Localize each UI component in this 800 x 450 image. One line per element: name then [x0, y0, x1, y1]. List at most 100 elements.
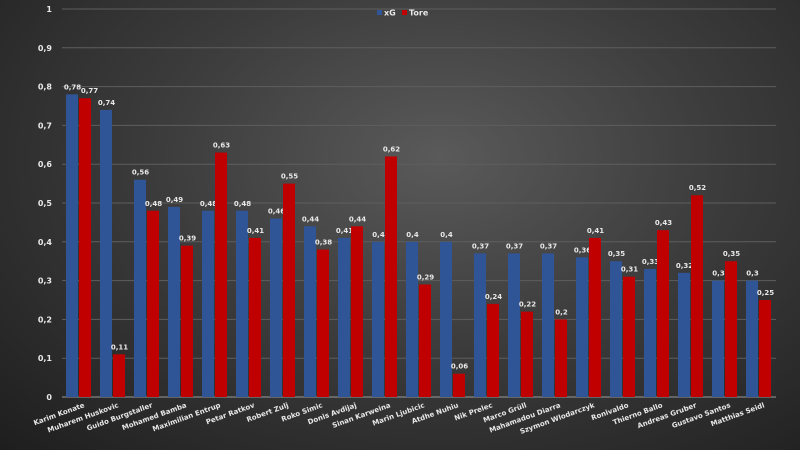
data-label: 0,37	[506, 242, 523, 250]
bar-xg	[576, 257, 588, 397]
bar-tore	[385, 156, 397, 397]
y-tick-label: 0,7	[38, 121, 52, 130]
data-label: 0,11	[111, 343, 128, 351]
data-label: 0,33	[642, 258, 659, 266]
bar-xg	[338, 237, 350, 397]
y-tick-label: 0,1	[38, 354, 53, 363]
bar-xg	[610, 261, 622, 397]
data-label: 0,48	[145, 200, 162, 208]
bar-xg	[474, 253, 486, 397]
legend-swatch-tore	[402, 10, 407, 15]
data-label: 0,3	[712, 270, 725, 278]
bar-xg	[440, 241, 452, 397]
bar-xg	[134, 179, 146, 397]
data-label: 0,52	[689, 184, 706, 192]
data-label: 0,49	[166, 196, 183, 204]
bar-tore	[283, 183, 295, 397]
bar-tore	[657, 230, 669, 397]
bar-tore	[147, 210, 159, 397]
data-label: 0,77	[81, 87, 98, 95]
bar-tore	[419, 284, 431, 397]
bar-tore	[589, 237, 601, 397]
legend-label: Tore	[409, 9, 429, 18]
bar-xg	[100, 109, 112, 397]
data-label: 0,32	[676, 262, 693, 270]
bar-tore	[351, 226, 363, 397]
data-label: 0,56	[132, 169, 149, 177]
legend-swatch-xg	[377, 10, 382, 15]
data-label: 0,41	[587, 227, 604, 235]
data-label: 0,4	[372, 231, 385, 239]
data-label: 0,06	[451, 363, 468, 371]
data-label: 0,48	[200, 200, 217, 208]
data-label: 0,25	[757, 289, 774, 297]
data-label: 0,46	[268, 208, 285, 216]
bar-xg	[202, 210, 214, 397]
bar-tore	[725, 261, 737, 397]
data-label: 0,2	[555, 308, 568, 316]
data-label: 0,55	[281, 173, 298, 181]
data-label: 0,41	[247, 227, 264, 235]
bar-tore	[453, 373, 465, 397]
data-label: 0,62	[383, 145, 400, 153]
y-tick-label: 0,4	[38, 238, 53, 247]
data-label: 0,41	[336, 227, 353, 235]
data-label: 0,4	[406, 231, 419, 239]
bar-xg	[304, 226, 316, 397]
data-label: 0,29	[417, 273, 434, 281]
bar-tore	[521, 311, 533, 397]
data-label: 0,4	[440, 231, 453, 239]
bar-tore	[215, 152, 227, 397]
data-label: 0,3	[746, 270, 759, 278]
bar-xg	[712, 280, 724, 397]
data-label: 0,48	[234, 200, 251, 208]
data-label: 0,22	[519, 301, 536, 309]
y-tick-label: 0,5	[38, 199, 53, 208]
data-label: 0,78	[64, 83, 81, 91]
bar-tore	[487, 303, 499, 397]
bar-xg	[542, 253, 554, 397]
y-tick-label: 0,3	[38, 277, 52, 286]
bar-xg	[508, 253, 520, 397]
data-label: 0,44	[349, 215, 366, 223]
bar-tore	[317, 249, 329, 397]
bar-tore	[691, 195, 703, 397]
y-tick-label: 0	[46, 393, 52, 402]
bar-tore	[623, 276, 635, 397]
bar-tore	[113, 354, 125, 397]
y-tick-label: 1	[46, 5, 52, 14]
bar-tore	[79, 98, 91, 398]
data-label: 0,39	[179, 235, 196, 243]
data-label: 0,35	[608, 250, 625, 258]
bar-tore	[759, 300, 771, 397]
data-label: 0,31	[621, 266, 638, 274]
data-label: 0,37	[540, 242, 557, 250]
data-label: 0,24	[485, 293, 502, 301]
y-tick-label: 0,2	[38, 315, 52, 324]
bar-xg	[644, 268, 656, 397]
data-label: 0,44	[302, 215, 319, 223]
bar-xg	[270, 218, 282, 397]
bar-xg	[678, 272, 690, 397]
bar-xg	[168, 206, 180, 397]
bar-xg	[236, 210, 248, 397]
bar-tore	[555, 319, 567, 397]
legend-label: xG	[384, 9, 396, 18]
data-label: 0,74	[98, 99, 115, 107]
data-label: 0,35	[723, 250, 740, 258]
bar-xg	[746, 280, 758, 397]
bar-xg	[66, 94, 78, 398]
bar-xg	[406, 241, 418, 397]
y-tick-label: 0,9	[38, 44, 53, 53]
bar-tore	[249, 237, 261, 397]
data-label: 0,36	[574, 246, 591, 254]
data-label: 0,37	[472, 242, 489, 250]
data-label: 0,63	[213, 142, 230, 150]
data-label: 0,38	[315, 239, 332, 247]
bar-tore	[181, 245, 193, 397]
y-tick-label: 0,8	[38, 83, 53, 92]
data-label: 0,43	[655, 219, 672, 227]
y-tick-label: 0,6	[38, 160, 53, 169]
bar-xg	[372, 241, 384, 397]
